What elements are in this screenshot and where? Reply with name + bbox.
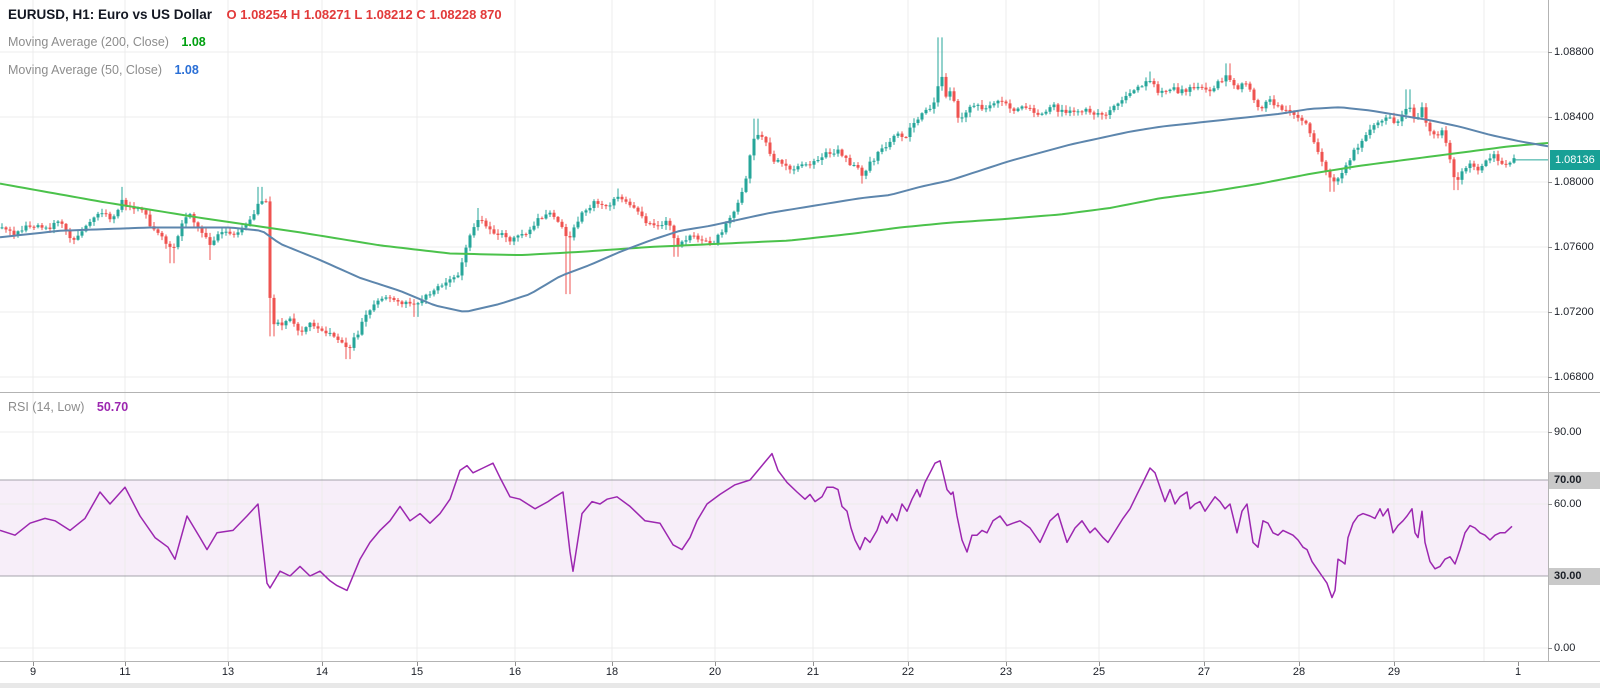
time-tick-label: 20 xyxy=(708,666,722,678)
time-tick-label: 18 xyxy=(605,666,619,678)
time-axis-border xyxy=(0,661,1600,662)
time-tick-mark xyxy=(33,662,34,666)
price-axis-border xyxy=(1548,0,1549,661)
time-tick-mark xyxy=(813,662,814,666)
time-tick-label: 22 xyxy=(901,666,915,678)
time-tick-mark xyxy=(515,662,516,666)
bottom-scroll-strip xyxy=(0,683,1600,688)
rsi-tick-mark xyxy=(1548,648,1552,649)
rsi-label: RSI (14, Low) xyxy=(8,400,85,414)
time-tick-mark xyxy=(322,662,323,666)
time-tick-mark xyxy=(1204,662,1205,666)
last-price-badge: 1.08136 xyxy=(1550,149,1600,170)
time-tick-label: 9 xyxy=(29,666,37,678)
price-tick-label: 1.08800 xyxy=(1554,46,1594,58)
price-tick-mark xyxy=(1548,247,1552,248)
price-pane[interactable] xyxy=(0,0,1548,392)
price-tick-mark xyxy=(1548,182,1552,183)
time-axis[interactable]: 9 11 13 14 15 16 18 20 21 22 23 25 27 28 29 1 xyxy=(0,662,1600,682)
time-tick-label: 14 xyxy=(315,666,329,678)
time-tick-label: 16 xyxy=(508,666,522,678)
time-tick-mark xyxy=(715,662,716,666)
time-tick-mark xyxy=(1099,662,1100,666)
time-tick-label: 27 xyxy=(1197,666,1211,678)
time-tick-mark xyxy=(125,662,126,666)
price-tick-mark xyxy=(1548,312,1552,313)
symbol-title: EURUSD, H1: Euro vs US Dollar xyxy=(8,7,213,22)
time-tick-mark xyxy=(1006,662,1007,666)
price-tick-label: 1.07200 xyxy=(1554,306,1594,318)
time-tick-mark xyxy=(1518,662,1519,666)
price-tick-mark xyxy=(1548,52,1552,53)
time-tick-label: 25 xyxy=(1092,666,1106,678)
rsi-tick-label: 90.00 xyxy=(1554,426,1582,438)
time-tick-label: 11 xyxy=(119,666,131,678)
price-tick-mark xyxy=(1548,377,1552,378)
time-tick-label: 13 xyxy=(221,666,235,678)
ma200-value: 1.08 xyxy=(181,35,206,49)
rsi-tick-label: 60.00 xyxy=(1554,498,1582,510)
time-tick-label: 15 xyxy=(410,666,424,678)
time-tick-label: 29 xyxy=(1387,666,1401,678)
time-tick-mark xyxy=(228,662,229,666)
symbol-legend[interactable]: EURUSD, H1: Euro vs US Dollar O 1.08254 … xyxy=(8,6,502,24)
time-tick-label: 1 xyxy=(1514,666,1522,678)
price-tick-label: 1.07600 xyxy=(1554,241,1594,253)
price-tick-label: 1.08400 xyxy=(1554,111,1594,123)
rsi-band-level-label: 30.00 xyxy=(1549,568,1600,585)
ma200-label: Moving Average (200, Close) xyxy=(8,35,169,49)
rsi-pane[interactable] xyxy=(0,392,1548,661)
time-tick-label: 23 xyxy=(999,666,1013,678)
rsi-tick-mark xyxy=(1548,504,1552,505)
time-tick-mark xyxy=(612,662,613,666)
rsi-tick-label: 0.00 xyxy=(1554,642,1576,654)
time-tick-label: 21 xyxy=(806,666,820,678)
time-tick-mark xyxy=(1299,662,1300,666)
time-tick-mark xyxy=(1394,662,1395,666)
ohlc-values: O 1.08254 H 1.08271 L 1.08212 C 1.08228 … xyxy=(226,7,502,22)
price-tick-label: 1.08000 xyxy=(1554,176,1594,188)
price-tick-mark xyxy=(1548,117,1552,118)
ma200-legend[interactable]: Moving Average (200, Close) 1.08 xyxy=(8,33,206,51)
rsi-legend[interactable]: RSI (14, Low) 50.70 xyxy=(8,398,128,416)
time-tick-mark xyxy=(908,662,909,666)
ma50-label: Moving Average (50, Close) xyxy=(8,63,163,77)
ma50-legend[interactable]: Moving Average (50, Close) 1.08 xyxy=(8,61,199,79)
time-tick-mark xyxy=(417,662,418,666)
pane-separator[interactable] xyxy=(0,392,1600,393)
ma50-value: 1.08 xyxy=(174,63,199,77)
price-tick-label: 1.06800 xyxy=(1554,371,1594,383)
rsi-band-level-label: 70.00 xyxy=(1549,472,1600,489)
time-tick-label: 28 xyxy=(1292,666,1306,678)
rsi-tick-mark xyxy=(1548,432,1552,433)
rsi-value: 50.70 xyxy=(96,400,129,414)
